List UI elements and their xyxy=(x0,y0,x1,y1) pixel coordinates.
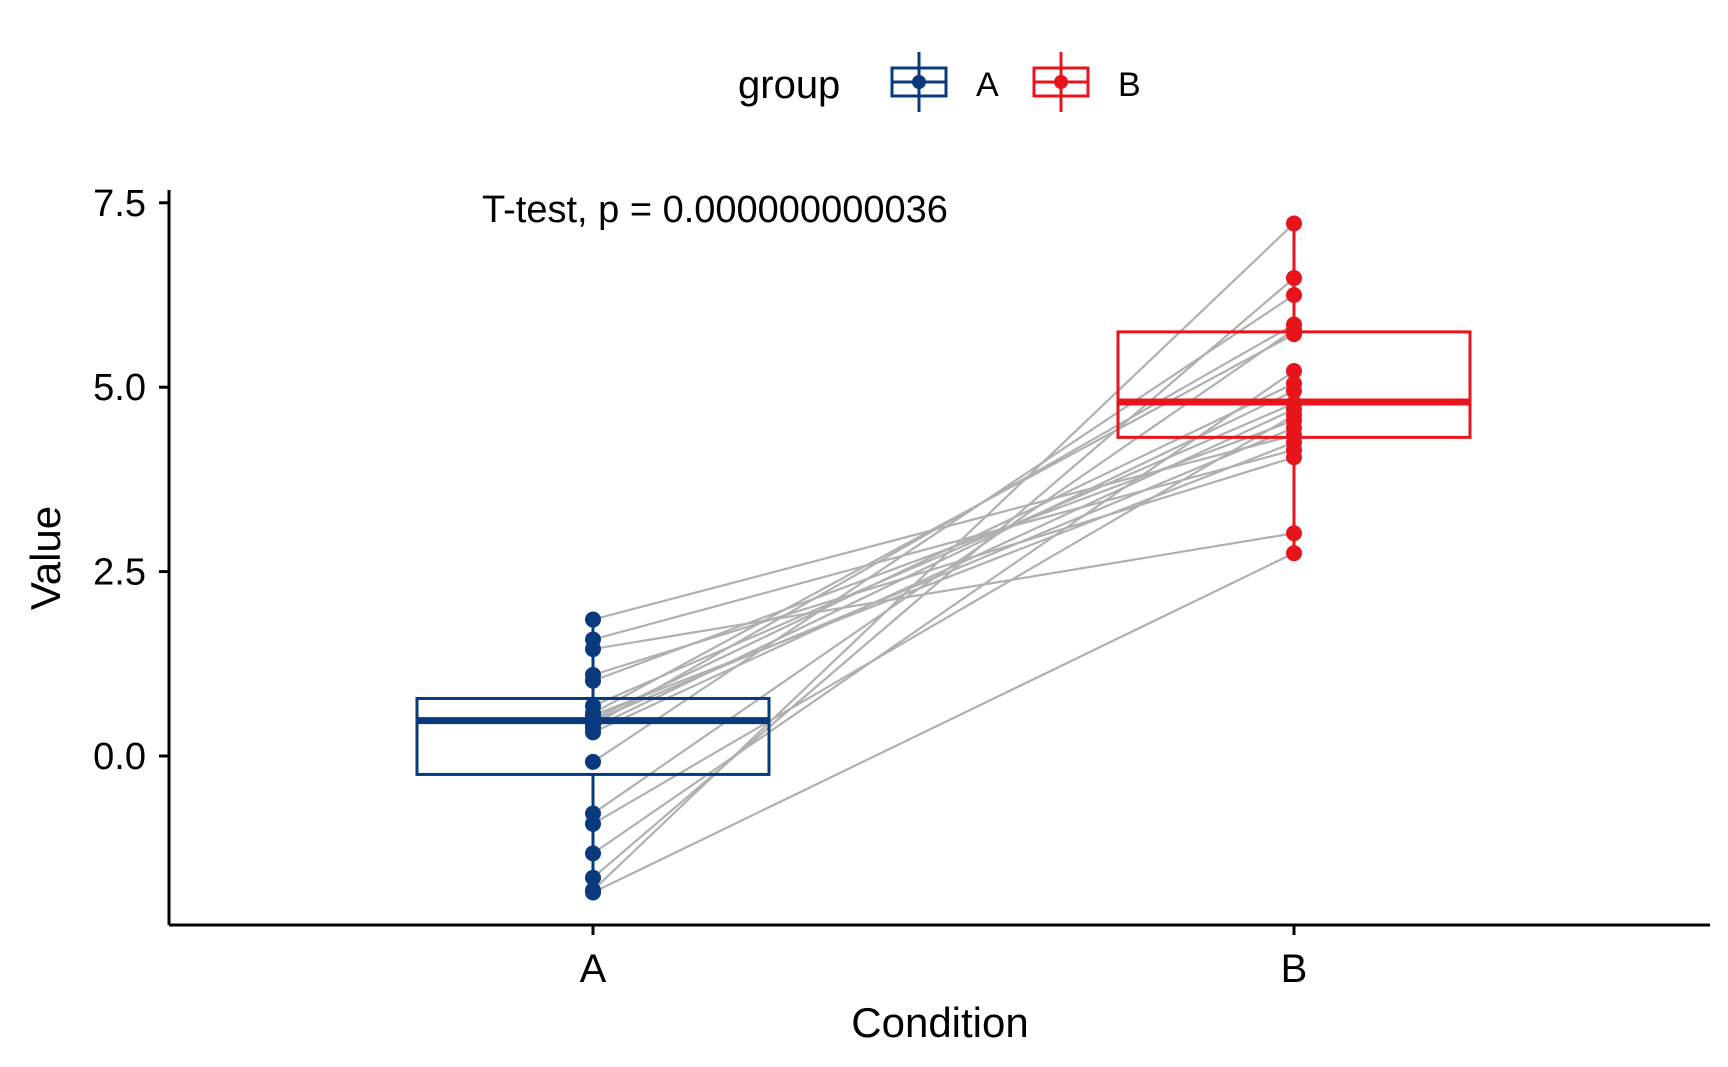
y-tick-label: 0.0 xyxy=(93,736,146,778)
point-a xyxy=(585,845,601,862)
legend-title: group xyxy=(738,63,840,107)
legend-label-b: B xyxy=(1118,66,1141,104)
pair-line xyxy=(592,328,1295,815)
point-b xyxy=(1286,434,1302,451)
legend-key-b xyxy=(1032,52,1090,112)
point-a xyxy=(585,611,601,628)
pair-line xyxy=(592,414,1295,825)
data-points xyxy=(585,215,1302,901)
point-b xyxy=(1286,287,1302,303)
point-b xyxy=(1286,407,1302,424)
point-b xyxy=(1286,215,1302,232)
point-a xyxy=(585,815,601,832)
pair-line xyxy=(592,532,1295,651)
x-axis-title: Condition xyxy=(851,999,1028,1046)
pair-line xyxy=(592,382,1295,721)
point-b xyxy=(1286,449,1302,466)
point-b xyxy=(1286,270,1302,287)
pair-line xyxy=(592,222,1295,892)
point-a xyxy=(585,724,601,741)
pair-line xyxy=(592,448,1295,641)
point-a xyxy=(585,753,601,770)
point-b xyxy=(1286,419,1302,436)
point-a xyxy=(585,884,601,901)
point-b xyxy=(1286,525,1302,542)
pair-line xyxy=(592,456,1295,676)
y-tick-label: 7.5 xyxy=(93,183,146,225)
pair-line xyxy=(592,389,1295,729)
point-b xyxy=(1286,321,1302,338)
pair-line xyxy=(592,277,1295,879)
pair-lines xyxy=(592,222,1295,894)
point-b xyxy=(1286,545,1302,562)
x-tick-label: A xyxy=(580,947,607,991)
t-test-annotation: T-test, p = 0.000000000036 xyxy=(482,189,948,231)
y-ticks: 0.0 2.5 5.0 7.5 xyxy=(93,183,169,778)
pair-line xyxy=(592,294,1295,763)
y-tick-label: 2.5 xyxy=(93,552,146,594)
point-a xyxy=(585,672,601,689)
legend-key-a xyxy=(890,52,948,112)
legend-label-a: A xyxy=(976,66,999,104)
legend: group A B xyxy=(738,52,1141,112)
y-axis-title: Value xyxy=(22,506,69,610)
pair-line xyxy=(592,552,1295,894)
x-tick-label: B xyxy=(1281,947,1308,991)
point-b xyxy=(1286,362,1302,379)
pair-line xyxy=(592,323,1295,726)
point-b xyxy=(1286,382,1302,399)
pair-line xyxy=(592,402,1295,707)
y-tick-label: 5.0 xyxy=(93,367,146,409)
point-a xyxy=(585,869,601,886)
point-a xyxy=(585,641,601,658)
pair-line xyxy=(592,370,1295,855)
